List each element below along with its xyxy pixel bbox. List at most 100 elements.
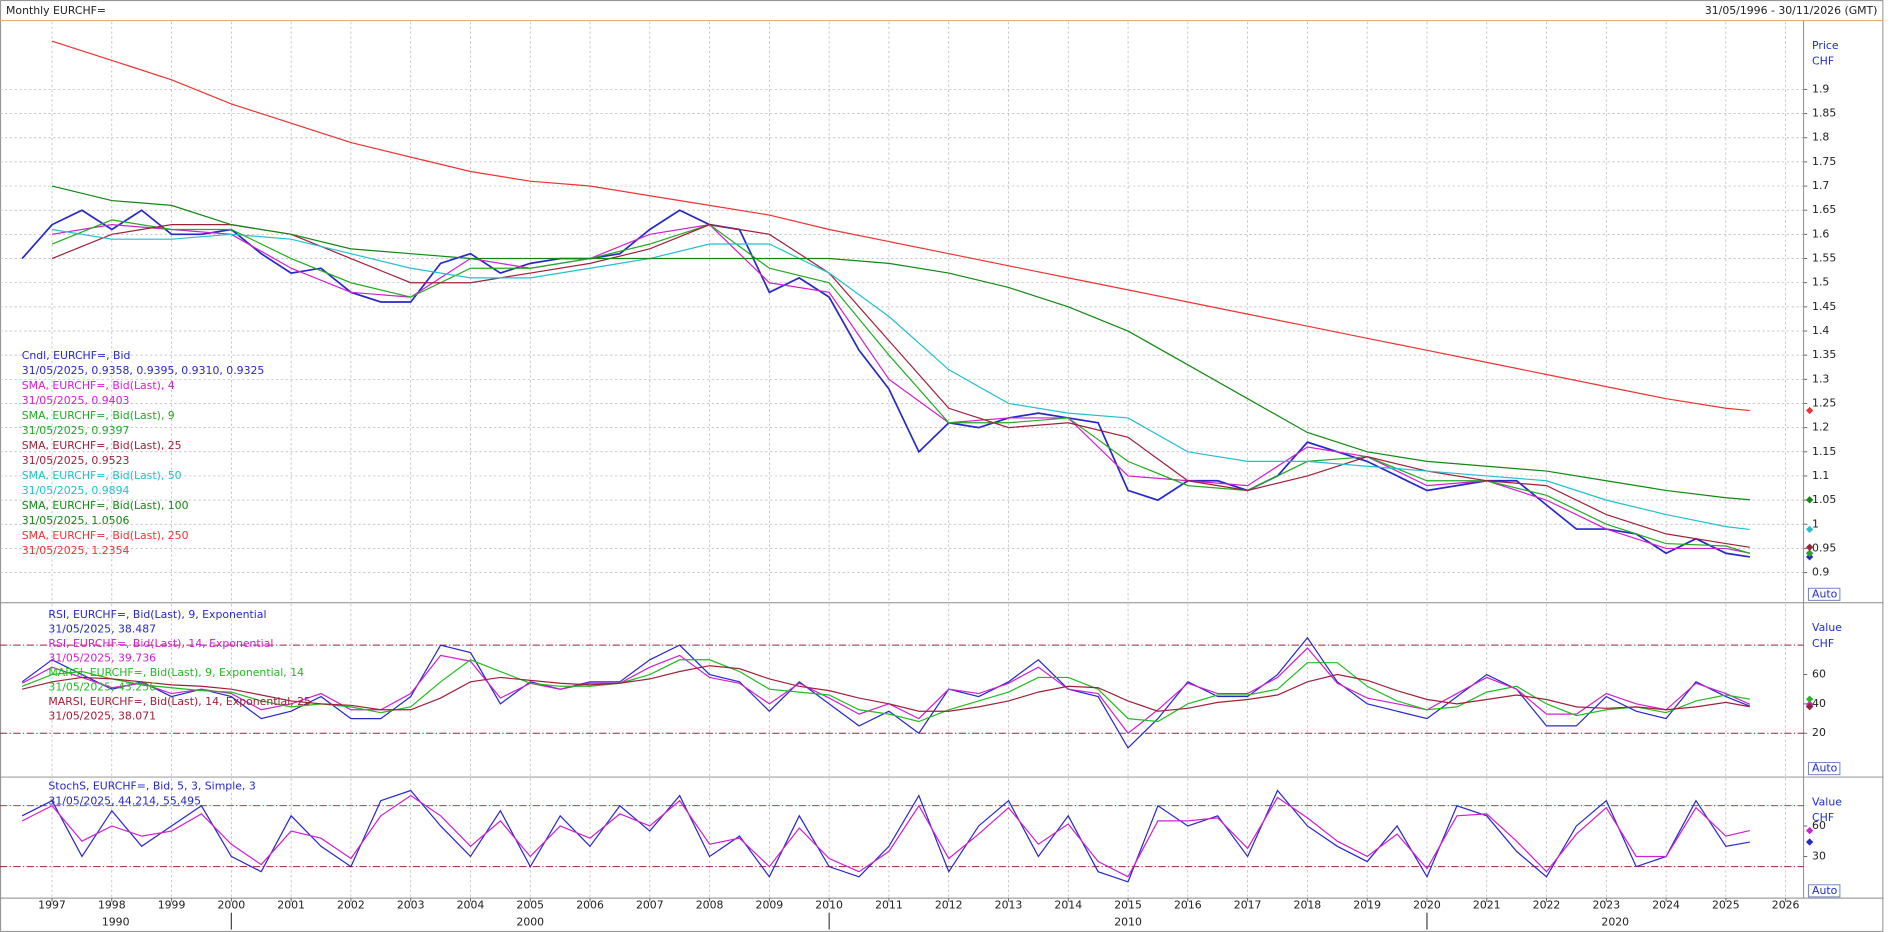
y-tick-label: 1.3 — [1812, 372, 1829, 385]
series-line — [51, 219, 1751, 554]
y-tick-label: 1.15 — [1812, 445, 1836, 458]
legend-name: RSI, EURCHF=, Bid(Last), 9, Exponential — [48, 608, 266, 621]
legend-last: 31/05/2025, 39.736 — [48, 651, 156, 664]
decade-label: 2020 — [1601, 915, 1629, 928]
legend-name: SMA, EURCHF=, Bid(Last), 50 — [22, 469, 182, 482]
y-tick-label: 1.9 — [1812, 82, 1829, 95]
y-tick-label: 1.75 — [1812, 155, 1836, 168]
last-value-marker — [1806, 826, 1814, 835]
y-tick-label: 60 — [1812, 819, 1826, 832]
x-tick-label: 2024 — [1652, 898, 1680, 911]
legend-name: MARSI, EURCHF=, Bid(Last), 9, Exponentia… — [48, 666, 304, 679]
y-tick-label: 1.85 — [1812, 107, 1836, 120]
x-tick-label: 2022 — [1533, 898, 1561, 911]
legend-last: 31/05/2025, 0.9523 — [22, 454, 130, 467]
series-line — [21, 209, 1750, 558]
x-tick-label: 2007 — [636, 898, 664, 911]
y-tick-label: 1.45 — [1812, 300, 1836, 313]
y-tick-label: 1.55 — [1812, 252, 1836, 265]
series-line — [21, 794, 1750, 878]
chart-title: Monthly EURCHF= — [6, 4, 106, 17]
y-tick-label: 0.95 — [1812, 541, 1836, 554]
x-tick-label: 2011 — [875, 898, 903, 911]
x-tick-label: 2004 — [457, 898, 485, 911]
x-tick-label: 2017 — [1234, 898, 1262, 911]
legend-name: SMA, EURCHF=, Bid(Last), 9 — [22, 409, 175, 422]
last-value-marker — [1806, 695, 1814, 703]
x-tick-label: 1998 — [98, 898, 126, 911]
x-tick-label: 2012 — [935, 898, 963, 911]
legend-last: 31/05/2025, 38.071 — [48, 710, 156, 723]
legend-last: 31/05/2025, 0.9403 — [22, 394, 130, 407]
legend-last: 31/05/2025, 0.9397 — [22, 424, 130, 437]
y-tick-label: 60 — [1812, 667, 1826, 680]
series-line — [51, 40, 1750, 412]
x-tick-label: 2002 — [337, 898, 365, 911]
legend-last: 31/05/2025, 43.256 — [48, 681, 156, 694]
legend-name: SMA, EURCHF=, Bid(Last), 100 — [22, 499, 189, 512]
y-tick-label: 0.9 — [1812, 566, 1829, 579]
legend-last: 31/05/2025, 38.487 — [48, 622, 156, 635]
x-tick-label: 2018 — [1294, 898, 1322, 911]
legend-last: 31/05/2025, 1.2354 — [22, 544, 130, 557]
axis-label: Value — [1812, 621, 1842, 634]
series-line — [51, 185, 1750, 501]
x-tick-label: 2026 — [1772, 898, 1800, 911]
x-tick-label: 2008 — [696, 898, 724, 911]
y-tick-label: 1.35 — [1812, 348, 1836, 361]
x-tick-label: 2001 — [277, 898, 305, 911]
x-tick-label: 1999 — [158, 898, 186, 911]
axis-label: CHF — [1812, 811, 1834, 824]
legend-name: StochS, EURCHF=, Bid, 5, 3, Simple, 3 — [48, 780, 255, 793]
x-tick-label: 2025 — [1712, 898, 1740, 911]
legend-last: 31/05/2025, 44.214, 55.495 — [48, 794, 201, 807]
y-tick-label: 40 — [1812, 697, 1826, 710]
x-tick-label: 2021 — [1473, 898, 1501, 911]
decade-label: 2010 — [1114, 915, 1142, 928]
decade-label: 2000 — [516, 915, 544, 928]
x-tick-label: 2016 — [1174, 898, 1202, 911]
scale-button — [1807, 884, 1841, 898]
series-line — [51, 224, 1750, 548]
x-tick-label: 2023 — [1592, 898, 1620, 911]
y-tick-label: 1.05 — [1812, 493, 1836, 506]
y-tick-label: 20 — [1812, 726, 1826, 739]
series-line — [22, 665, 1750, 712]
y-tick-label: 1.5 — [1812, 276, 1829, 289]
y-tick-label: 1.7 — [1812, 179, 1829, 192]
x-tick-label: 2010 — [815, 898, 843, 911]
axis-label: CHF — [1812, 55, 1834, 68]
x-tick-label: 2003 — [397, 898, 425, 911]
decade-label: 1990 — [102, 915, 130, 928]
x-tick-label: 2006 — [576, 898, 604, 911]
last-value-marker — [1806, 525, 1814, 534]
legend-name: MARSI, EURCHF=, Bid(Last), 14, Exponenti… — [48, 695, 311, 708]
axis-label: Value — [1812, 795, 1842, 808]
last-value-marker — [1806, 496, 1814, 504]
date-range: 31/05/1996 - 30/11/2026 (GMT) — [1705, 4, 1878, 17]
y-tick-label: 1.8 — [1812, 131, 1829, 144]
legend-name: RSI, EURCHF=, Bid(Last), 14, Exponential — [48, 637, 273, 650]
series-line — [51, 228, 1750, 531]
scale-button — [1807, 587, 1841, 601]
x-tick-label: 2005 — [516, 898, 544, 911]
x-tick-label: 1997 — [38, 898, 66, 911]
legend-name: SMA, EURCHF=, Bid(Last), 25 — [22, 439, 182, 452]
axis-label: CHF — [1812, 637, 1834, 650]
y-tick-label: 1.65 — [1812, 203, 1836, 216]
series-line — [51, 224, 1750, 554]
scale-button — [1807, 762, 1841, 776]
x-tick-label: 2014 — [1054, 898, 1082, 911]
x-tick-label: 2013 — [995, 898, 1023, 911]
x-tick-label: 2009 — [756, 898, 784, 911]
legend-last: 31/05/2025, 1.0506 — [22, 514, 130, 527]
legend-name: SMA, EURCHF=, Bid(Last), 4 — [22, 379, 175, 392]
y-tick-label: 30 — [1812, 849, 1826, 862]
series-line — [21, 636, 1751, 749]
legend-last: 31/05/2025, 0.9358, 0.9395, 0.9310, 0.93… — [22, 364, 265, 377]
x-tick-label: 2000 — [218, 898, 246, 911]
last-value-marker — [1806, 406, 1814, 415]
axis-label: Price — [1812, 39, 1839, 52]
